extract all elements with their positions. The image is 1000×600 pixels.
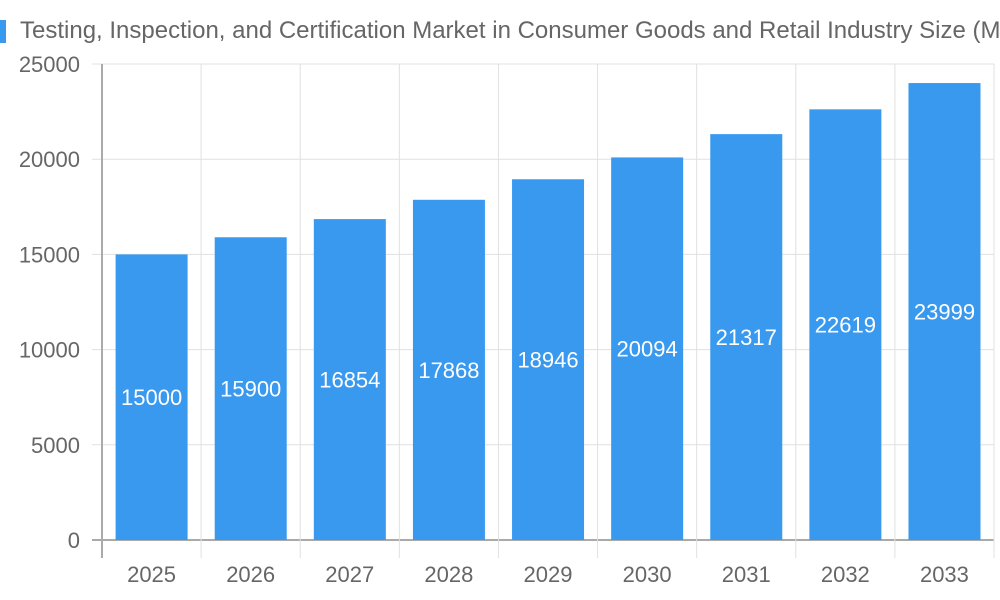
data-label: 18946 xyxy=(517,348,578,373)
y-tick-label: 15000 xyxy=(19,242,80,267)
bar-2031 xyxy=(710,134,783,540)
title-marker xyxy=(0,20,6,43)
y-tick-label: 5000 xyxy=(31,433,80,458)
y-tick-label: 20000 xyxy=(19,147,80,172)
data-label: 15900 xyxy=(220,377,281,402)
bar-2030 xyxy=(611,157,684,541)
chart-title: Testing, Inspection, and Certification M… xyxy=(20,17,1000,44)
x-tick-label: 2033 xyxy=(920,562,969,587)
x-tick-label: 2029 xyxy=(524,562,573,587)
x-tick-label: 2025 xyxy=(127,562,176,587)
bar-2032 xyxy=(809,109,882,541)
data-label: 23999 xyxy=(914,300,975,325)
y-tick-label: 25000 xyxy=(19,52,80,77)
bar-2027 xyxy=(313,219,386,540)
x-tick-label: 2026 xyxy=(226,562,275,587)
data-label: 15000 xyxy=(121,385,182,410)
bar-2029 xyxy=(512,179,585,540)
data-label: 21317 xyxy=(716,325,777,350)
x-tick-label: 2027 xyxy=(325,562,374,587)
x-tick-label: 2028 xyxy=(424,562,473,587)
x-tick-label: 2031 xyxy=(722,562,771,587)
data-label: 20094 xyxy=(617,337,678,362)
data-label: 17868 xyxy=(418,358,479,383)
bar-2025 xyxy=(115,254,188,540)
bar-2033 xyxy=(908,83,981,541)
y-tick-label: 0 xyxy=(68,528,80,553)
data-label: 22619 xyxy=(815,313,876,338)
data-label: 16854 xyxy=(319,368,380,393)
x-tick-label: 2030 xyxy=(623,562,672,587)
bar-2028 xyxy=(412,199,485,540)
bar-2026 xyxy=(214,237,287,540)
x-tick-label: 2032 xyxy=(821,562,870,587)
y-tick-label: 10000 xyxy=(19,338,80,363)
